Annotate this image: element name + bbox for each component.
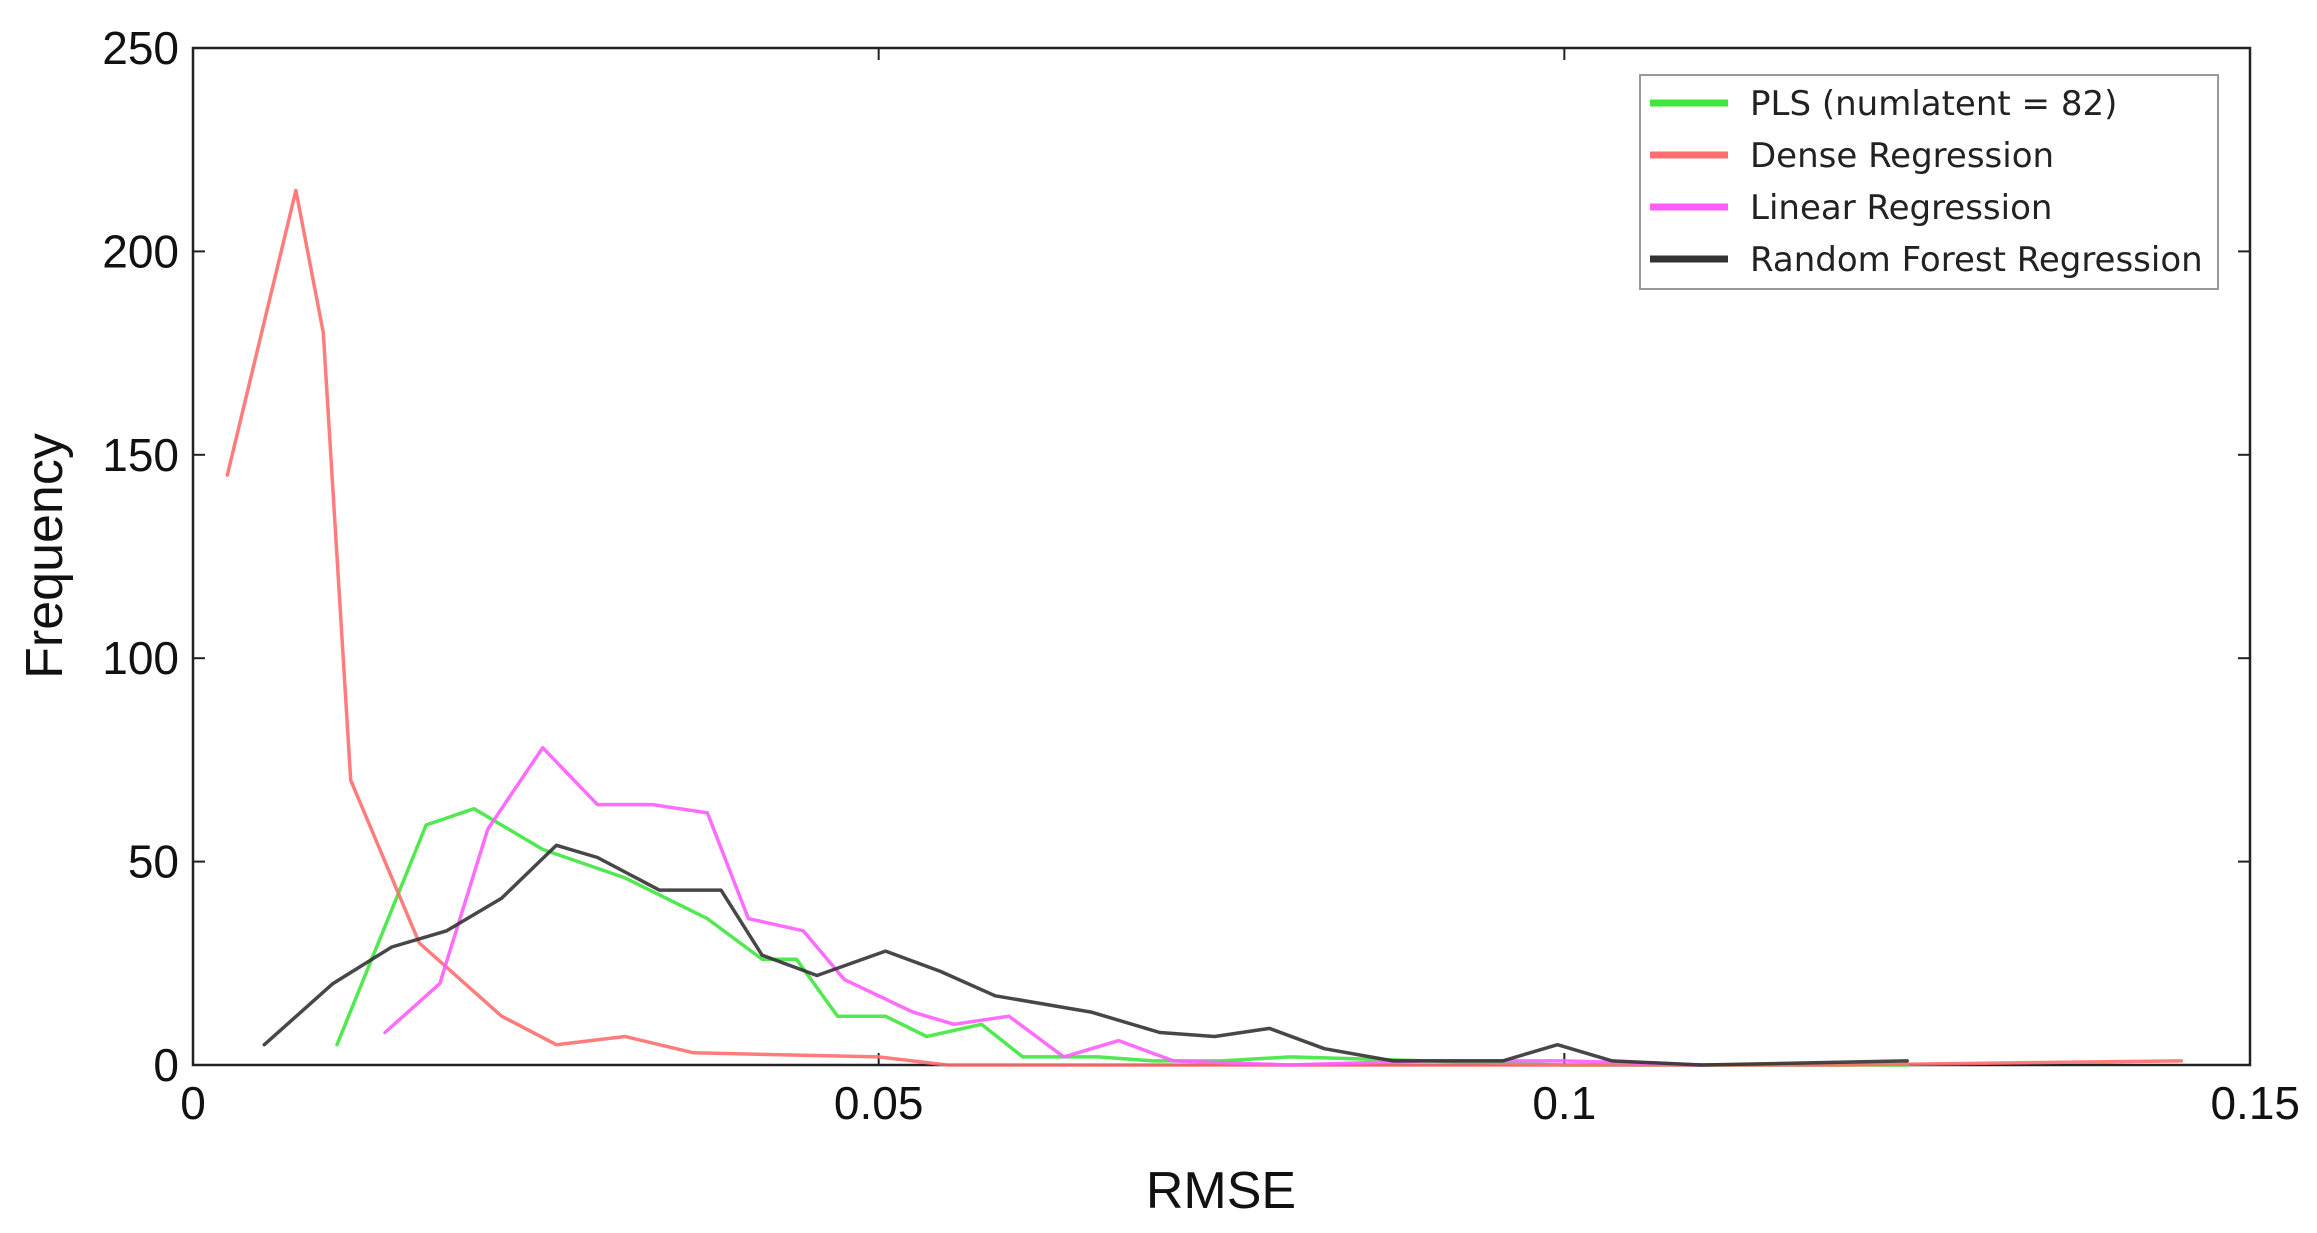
legend-entry-label: PLS (numlatent = 82) bbox=[1750, 84, 2117, 124]
y-tick-label: 150 bbox=[102, 429, 179, 481]
series-line-2 bbox=[383, 745, 1704, 1067]
y-axis-label: Frequency bbox=[16, 433, 74, 679]
series-line-1 bbox=[225, 188, 2184, 1067]
legend-box bbox=[1639, 74, 2219, 290]
x-tick-label: 0.1 bbox=[1532, 1077, 1596, 1129]
x-tick-label: 0 bbox=[180, 1077, 206, 1129]
y-tick-label: 0 bbox=[153, 1039, 179, 1091]
series-line-0 bbox=[335, 806, 1909, 1067]
y-tick-label: 250 bbox=[102, 22, 179, 74]
legend: PLS (numlatent = 82) Dense Regression Line… bbox=[1639, 74, 2219, 290]
y-tick-label: 100 bbox=[102, 632, 179, 684]
y-tick-label: 50 bbox=[128, 836, 179, 888]
y-tick-label: 200 bbox=[102, 225, 179, 277]
x-tick-label: 0.05 bbox=[834, 1077, 924, 1129]
series-line-3 bbox=[262, 843, 1909, 1067]
legend-entry-label: Linear Regression bbox=[1750, 188, 2052, 228]
x-axis-ticks: 0 0.05 0.1 0.15 bbox=[180, 48, 2300, 1129]
legend-entry-label: Dense Regression bbox=[1750, 136, 2054, 176]
series-lines bbox=[225, 188, 2184, 1067]
y-axis-ticks: 0 50 100 150 200 250 bbox=[102, 22, 2250, 1091]
legend-entry-label: Random Forest Regression bbox=[1750, 240, 2203, 280]
x-axis-label: RMSE bbox=[1146, 1162, 1296, 1220]
x-tick-label: 0.15 bbox=[2210, 1077, 2300, 1129]
